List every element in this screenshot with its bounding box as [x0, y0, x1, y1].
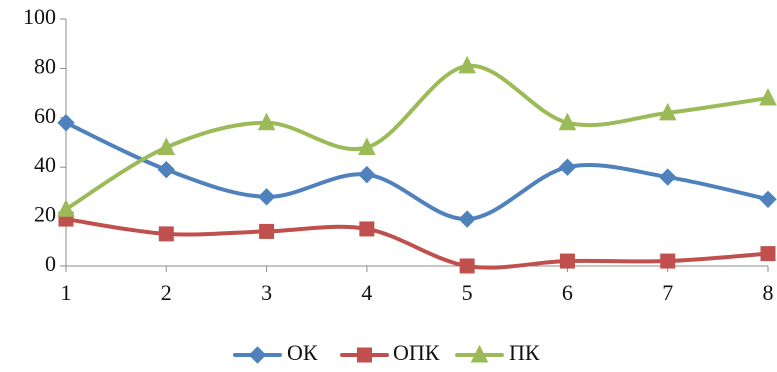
- legend-marker: [248, 346, 267, 364]
- series-0-point-0: [57, 114, 75, 132]
- x-tick-label: 5: [462, 280, 473, 305]
- x-tick-label: 1: [61, 280, 72, 305]
- series-1-point-4: [459, 258, 475, 274]
- legend-label: ОПК: [393, 340, 440, 365]
- legend-item-0: ОК: [233, 340, 318, 365]
- legend-item-2: ПК: [455, 340, 540, 365]
- legend-marker: [470, 344, 489, 363]
- y-tick-label: 80: [34, 53, 56, 78]
- series-2-point-6: [658, 102, 677, 121]
- x-tick-label: 6: [562, 280, 573, 305]
- series-0-point-2: [257, 188, 276, 206]
- series-line-1: [64, 217, 770, 270]
- series-markers: [57, 55, 777, 274]
- series-0-point-5: [558, 158, 577, 176]
- y-tick-label: 60: [34, 103, 56, 128]
- x-tick-label: 4: [361, 280, 372, 305]
- y-tick-label: 40: [34, 152, 56, 177]
- series-2-point-7: [759, 87, 777, 106]
- legend-marker: [357, 347, 372, 363]
- series-line-2: [64, 63, 770, 212]
- series-0-point-3: [358, 165, 376, 184]
- series-2-point-0: [57, 199, 75, 217]
- y-tick-label: 20: [34, 202, 56, 227]
- legend-item-1: ОПК: [340, 340, 440, 365]
- series-1-point-6: [660, 253, 676, 269]
- series-2-point-1: [157, 137, 176, 155]
- series-2-point-5: [558, 112, 577, 131]
- series-1-point-5: [559, 253, 575, 269]
- series-lines: [64, 63, 770, 270]
- x-tick-label: 7: [662, 280, 673, 305]
- x-tick-label: 3: [261, 280, 272, 305]
- legend-label: ОК: [287, 340, 318, 365]
- series-0-point-1: [157, 160, 175, 179]
- y-tick-label: 0: [45, 251, 56, 276]
- tick-labels: 0 20 40 60 80 100 1 2 3 4 5 6 7 8: [23, 4, 774, 305]
- series-2-point-4: [458, 55, 476, 74]
- series-1-point-2: [259, 223, 275, 239]
- series-line-0: [64, 120, 770, 222]
- series-0-point-4: [458, 210, 476, 228]
- series-1-point-7: [760, 246, 776, 262]
- x-tick-label: 8: [763, 280, 774, 305]
- series-2-point-3: [358, 137, 376, 155]
- legend-label: ПК: [509, 340, 540, 365]
- series-0-point-7: [759, 190, 777, 209]
- series-0-point-6: [659, 168, 677, 186]
- y-tick-label: 100: [23, 4, 56, 29]
- series-1-point-3: [359, 221, 375, 237]
- series-1-point-1: [158, 226, 174, 242]
- series-2-point-2: [257, 112, 276, 131]
- x-tick-label: 2: [161, 280, 172, 305]
- legend: ОК ОПК ПК: [233, 340, 540, 365]
